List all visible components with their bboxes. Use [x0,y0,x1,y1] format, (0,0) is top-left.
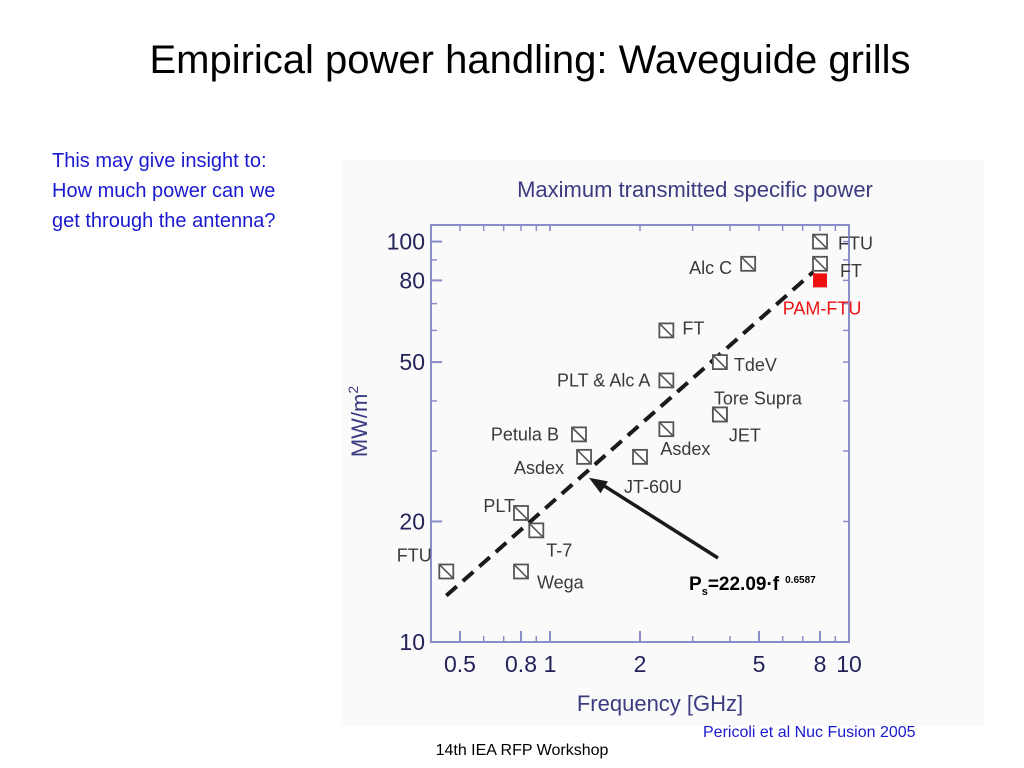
data-point-slash [576,449,592,465]
data-point-label: Tore Supra [714,388,803,408]
data-point-slash [438,563,454,580]
fit-arrowhead [588,477,608,494]
data-point-slash [571,426,587,442]
data-point-label: Asdex [514,458,564,478]
x-tick-label: 8 [814,651,827,677]
fit-line [444,270,815,598]
highlight-point-label: PAM-FTU [783,298,862,318]
x-tick-label: 5 [753,651,766,677]
x-tick-label: 2 [634,651,647,677]
data-point-slash [513,563,529,580]
data-point-slash [712,354,728,370]
x-tick-label: 0.8 [505,651,537,677]
chart-panel [341,160,984,726]
y-tick-label: 100 [387,229,425,255]
x-tick-label: 1 [544,651,557,677]
footer: 14th IEA RFP Workshop [435,742,609,759]
data-point-slash [632,449,648,465]
y-axis-label: MW/m2 [345,386,372,458]
data-point-slash [658,322,674,338]
data-point-slash [513,505,529,521]
chart-title: Maximum transmitted specific power [517,177,873,202]
data-point-label: FTU [838,234,873,254]
data-point-label: TdeV [734,355,777,375]
data-point-slash [528,522,544,538]
data-point-label: FT [840,261,862,281]
fit-equation-body: =22.09·f [708,574,780,595]
data-point-label: Asdex [660,439,710,459]
data-point-label: PLT [483,496,515,516]
insight-text: This may give insight to: How much power… [52,146,352,236]
y-tick-label: 50 [399,349,425,375]
insight-line-1: This may give insight to: [52,150,267,172]
data-point-slash [658,372,674,389]
data-point-label: FTU [397,545,432,565]
y-axis-label-superscript: 2 [345,386,361,394]
data-point-label: Wega [537,572,585,592]
data-point-slash [658,421,674,437]
data-point-slash [740,256,756,272]
data-point-label: JT-60U [624,477,682,497]
power-chart: Maximum transmitted specific power 0.5 0.8… [345,177,873,716]
data-point-slash [812,256,828,272]
data-point-label: Petula B [491,424,559,444]
x-tick-label: 10 [836,651,862,677]
data-point-slash [712,406,728,423]
data-point-label: T-7 [546,540,572,560]
fit-equation: Ps=22.09·f 0.6587 [689,574,816,598]
y-tick-label: 10 [399,629,425,655]
fit-arrow-line [600,482,719,560]
fit-equation-exponent: 0.6587 [785,575,816,586]
x-tick-label: 0.5 [444,651,476,677]
slide-title: Empirical power handling: Waveguide gril… [149,38,911,82]
data-point-label: Alc C [689,258,732,278]
insight-line-2: How much power can we [52,180,276,202]
citation: Pericoli et al Nuc Fusion 2005 [703,724,916,741]
y-tick-label: 80 [399,267,425,293]
fit-equation-subscript: s [702,586,708,598]
data-point-slash [812,234,828,250]
data-point-label: JET [729,425,761,445]
insight-line-3: get through the antenna? [52,210,276,232]
y-tick-label: 20 [399,508,425,534]
highlight-point-marker [813,273,828,288]
data-point-label: FT [682,318,704,338]
data-point-label: PLT & Alc A [557,370,650,390]
x-axis-label: Frequency [GHz] [577,691,743,716]
